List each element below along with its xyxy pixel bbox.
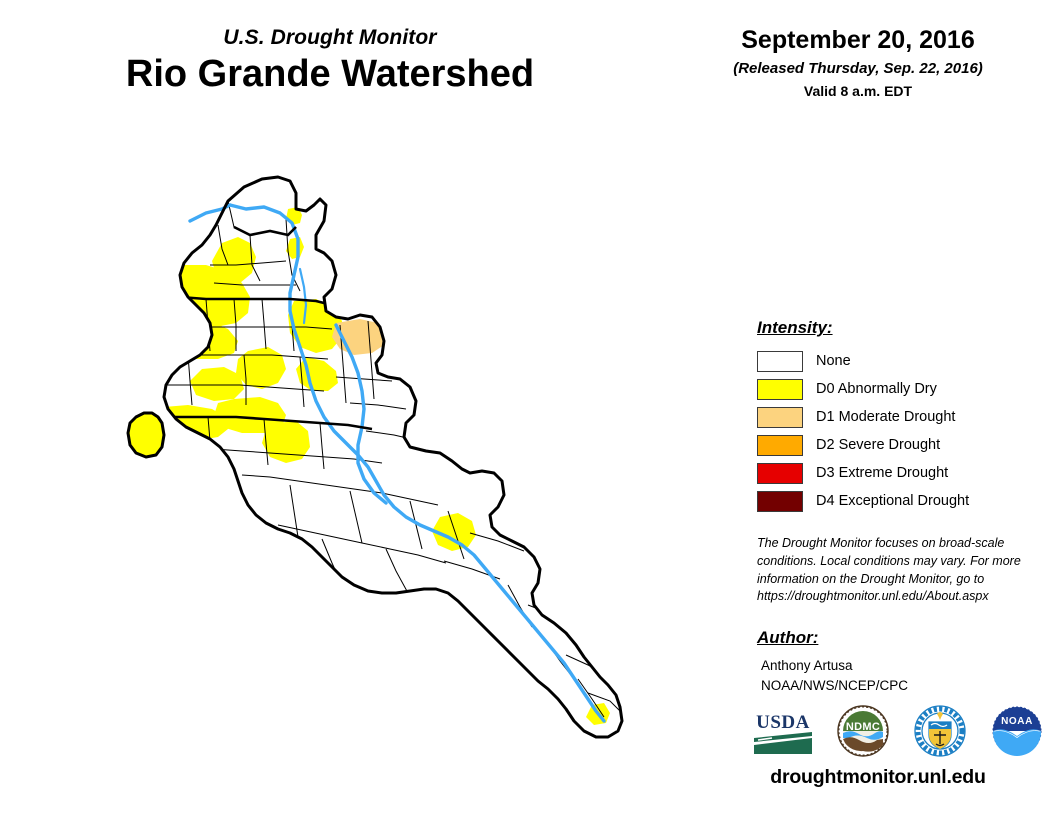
date-block: September 20, 2016 (Released Thursday, S… — [678, 26, 1038, 100]
legend-label-d3: D3 Extreme Drought — [816, 465, 949, 481]
svg-text:NOAA: NOAA — [1001, 716, 1033, 727]
d0-region — [262, 421, 310, 463]
legend-item-d2[interactable]: D2 Severe Drought — [757, 431, 1047, 459]
legend-swatch-d3 — [757, 462, 803, 484]
noaa-logo[interactable]: NOAA — [990, 704, 1044, 758]
legend-label-d4: D4 Exceptional Drought — [816, 493, 970, 509]
svg-text:USDA: USDA — [756, 712, 810, 733]
drought-map[interactable] — [110, 165, 650, 795]
legend-item-d4[interactable]: D4 Exceptional Drought — [757, 487, 1047, 515]
drought-monitor-subtitle: U.S. Drought Monitor — [223, 26, 437, 49]
author-block: Author: Anthony Artusa NOAA/NWS/NCEP/CPC — [757, 628, 1047, 695]
d0-region — [432, 513, 476, 551]
legend-item-d3[interactable]: D3 Extreme Drought — [757, 459, 1047, 487]
site-url[interactable]: droughtmonitor.unl.edu — [770, 766, 986, 788]
legend-label-d1: D1 Moderate Drought — [816, 409, 956, 425]
author-affiliation: NOAA/NWS/NCEP/CPC — [761, 677, 909, 693]
legend-swatch-none — [757, 350, 803, 372]
legend-swatch-d1 — [757, 406, 803, 428]
map-basin-outline — [126, 175, 624, 739]
legend-item-none[interactable]: None — [757, 347, 1047, 375]
legend: Intensity: None D0 Abnormally Dry D1 Mod… — [757, 318, 1047, 515]
page-title: Rio Grande Watershed — [125, 53, 535, 96]
map-state-lines — [164, 225, 373, 431]
legend-heading: Intensity: — [757, 318, 833, 337]
author-heading: Author: — [757, 628, 819, 647]
legend-swatch-d2 — [757, 434, 803, 456]
legend-swatch-d4 — [757, 490, 803, 512]
disclaimer-text: The Drought Monitor focuses on broad-sca… — [757, 536, 1021, 604]
partner-logos: USDA NDMC NOAA — [752, 702, 1044, 760]
legend-item-d0[interactable]: D0 Abnormally Dry — [757, 375, 1047, 403]
valid-date: September 20, 2016 — [741, 26, 975, 54]
legend-label-none: None — [816, 353, 851, 369]
svg-text:NDMC: NDMC — [846, 721, 880, 733]
legend-item-d1[interactable]: D1 Moderate Drought — [757, 403, 1047, 431]
valid-time: Valid 8 a.m. EDT — [803, 82, 913, 99]
legend-label-d2: D2 Severe Drought — [816, 437, 941, 453]
legend-label-d0: D0 Abnormally Dry — [816, 381, 937, 397]
d0-region — [214, 397, 286, 433]
legend-swatch-d0 — [757, 378, 803, 400]
d0-region — [236, 347, 286, 389]
author-name: Anthony Artusa — [761, 658, 853, 673]
ndmc-logo[interactable]: NDMC — [837, 705, 890, 757]
d0-region — [190, 367, 244, 401]
released-date: (Released Thursday, Sep. 22, 2016) — [733, 59, 983, 77]
usda-logo[interactable]: USDA — [752, 706, 814, 756]
title-block: U.S. Drought Monitor Rio Grande Watershe… — [0, 26, 660, 97]
unl-seal-logo[interactable] — [913, 704, 967, 758]
